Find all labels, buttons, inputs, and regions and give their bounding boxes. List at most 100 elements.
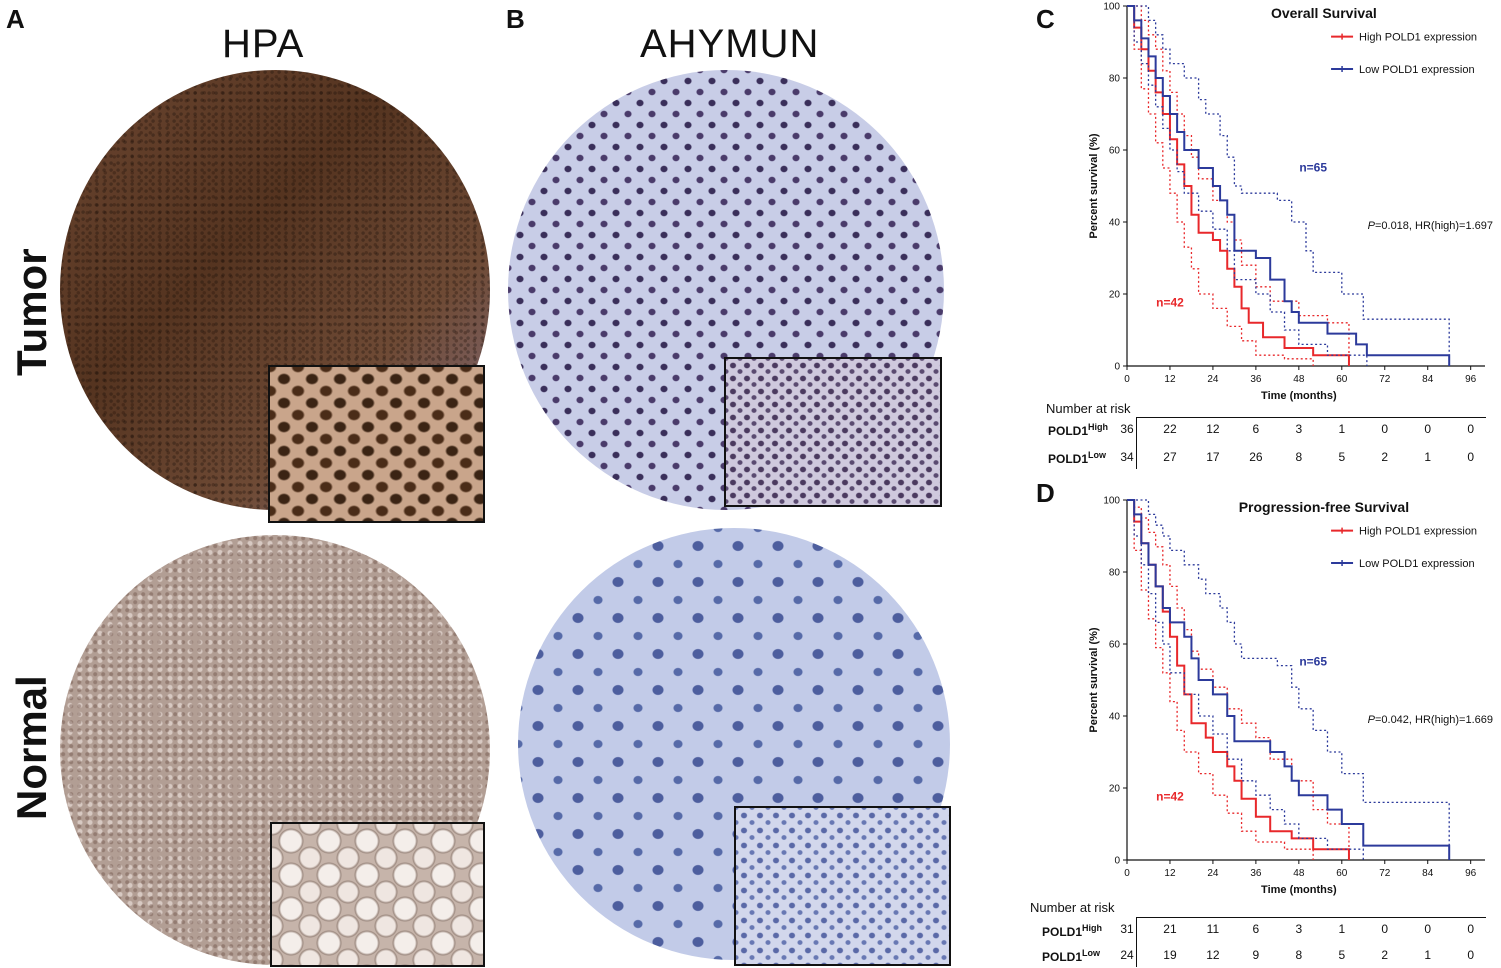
- x-tick-label: 72: [1379, 374, 1391, 385]
- ahymun-normal-inset-image: [734, 806, 951, 966]
- x-axis-title: Time (months): [1261, 390, 1337, 402]
- y-axis-title: Percent survival (%): [1088, 627, 1100, 732]
- confidence-band: [1127, 5, 1368, 366]
- risk-cell: 12: [1206, 422, 1220, 436]
- legend-label-low: Low POLD1 expression: [1359, 558, 1475, 570]
- confidence-band: [1127, 499, 1364, 860]
- risk-cell: 26: [1249, 450, 1263, 464]
- progression-free-survival-chart: 0 20 40 60 80 100 0 12 24 36 48 60 72 84 96 Time (month…: [1088, 496, 1493, 897]
- risk-cell: 22: [1163, 422, 1177, 436]
- risk-table-vline: [1136, 417, 1137, 469]
- risk-cell: 5: [1338, 450, 1346, 464]
- risk-cell: 6: [1252, 422, 1260, 436]
- risk-cell: 5: [1338, 948, 1346, 962]
- risk-cell: 0: [1381, 922, 1389, 936]
- confidence-band: [1127, 5, 1350, 366]
- survival-curve: [1127, 499, 1451, 860]
- stat-annotation: P=0.018, HR(high)=1.697: [1368, 220, 1493, 232]
- risk-table-overall: Number at risk POLD1High POLD1Low 36 22 12…: [1040, 400, 1501, 470]
- risk-cell: 0: [1424, 922, 1432, 936]
- row-label-normal: Normal: [8, 675, 55, 820]
- x-tick-label: 48: [1293, 868, 1305, 879]
- y-tick-label: 40: [1109, 712, 1121, 723]
- risk-cell: 1: [1338, 922, 1346, 936]
- risk-cell: 0: [1424, 422, 1432, 436]
- risk-cell: 2: [1381, 450, 1389, 464]
- n-low-annotation: n=65: [1299, 161, 1327, 175]
- panel-letter-c: C: [1036, 4, 1055, 34]
- overall-survival-chart: 0 20 40 60 80 100 0 12 24 36 48 60 72 84 96 Time (month…: [1088, 2, 1493, 403]
- n-high-annotation: n=42: [1156, 296, 1184, 310]
- row-label-tumor: Tumor: [8, 248, 55, 376]
- risk-table-title: Number at risk: [1046, 401, 1131, 416]
- risk-row-label-low: POLD1Low: [1042, 948, 1101, 964]
- risk-cell: 17: [1206, 450, 1220, 464]
- stat-p-label: P: [1368, 714, 1376, 726]
- x-tick-label: 72: [1379, 868, 1391, 879]
- risk-cell: 34: [1120, 450, 1134, 464]
- legend-label-low: Low POLD1 expression: [1359, 64, 1475, 76]
- chart-title: Progression-free Survival: [1239, 499, 1409, 515]
- y-tick-label: 60: [1109, 640, 1121, 651]
- risk-cell: 0: [1467, 922, 1475, 936]
- risk-table-progression: Number at risk POLD1High POLD1Low 31 21 11…: [1024, 897, 1501, 968]
- y-tick-label: 80: [1109, 568, 1121, 579]
- risk-cell: 12: [1206, 948, 1220, 962]
- y-tick-label: 80: [1109, 74, 1121, 85]
- confidence-band: [1127, 499, 1450, 860]
- column-title-ahymun: AHYMUN: [640, 22, 820, 66]
- risk-cell: 6: [1252, 922, 1260, 936]
- y-tick-label: 100: [1103, 2, 1120, 13]
- x-tick-label: 96: [1465, 374, 1477, 385]
- risk-cell: 36: [1120, 422, 1134, 436]
- x-tick-label: 12: [1164, 374, 1176, 385]
- risk-table-hline: [1136, 917, 1486, 918]
- panel-letter-a: A: [6, 4, 25, 34]
- stat-values: =0.042, HR(high)=1.669: [1375, 714, 1493, 726]
- hpa-normal-inset-image: [270, 822, 485, 967]
- risk-cell: 8: [1295, 948, 1303, 962]
- risk-cell: 3: [1295, 422, 1303, 436]
- x-tick-label: 60: [1336, 868, 1348, 879]
- x-tick-label: 24: [1207, 374, 1219, 385]
- survival-curve: [1127, 5, 1350, 366]
- y-tick-label: 20: [1109, 290, 1121, 301]
- stat-p-label: P: [1368, 220, 1376, 232]
- column-title-hpa: HPA: [222, 22, 305, 66]
- risk-cell: 21: [1163, 922, 1177, 936]
- risk-cell: 27: [1163, 450, 1177, 464]
- chart-title: Overall Survival: [1271, 5, 1377, 21]
- risk-cell: 1: [1424, 450, 1432, 464]
- risk-cell: 11: [1206, 922, 1220, 936]
- ahymun-tumor-inset-image: [724, 357, 942, 507]
- risk-cell: 0: [1381, 422, 1389, 436]
- confidence-band: [1127, 5, 1450, 366]
- x-tick-label: 84: [1422, 868, 1434, 879]
- panel-letter-d: D: [1036, 478, 1055, 508]
- hpa-tumor-inset-image: [268, 365, 485, 523]
- x-tick-label: 12: [1164, 868, 1176, 879]
- risk-table-vline: [1136, 917, 1137, 967]
- y-tick-label: 40: [1109, 218, 1121, 229]
- risk-cell: 2: [1381, 948, 1389, 962]
- y-tick-label: 100: [1103, 496, 1120, 507]
- x-tick-label: 84: [1422, 374, 1434, 385]
- x-axis-title: Time (months): [1261, 884, 1337, 896]
- confidence-band: [1127, 5, 1314, 366]
- y-tick-label: 0: [1114, 362, 1120, 373]
- survival-curve: [1127, 499, 1350, 860]
- panel-letter-b: B: [506, 4, 525, 34]
- legend-label-high: High POLD1 expression: [1359, 32, 1477, 44]
- risk-table-title: Number at risk: [1030, 900, 1115, 915]
- risk-cell: 1: [1338, 422, 1346, 436]
- x-tick-label: 36: [1250, 374, 1262, 385]
- x-tick-label: 0: [1124, 374, 1130, 385]
- risk-cell: 9: [1252, 948, 1260, 962]
- survival-curve: [1127, 5, 1451, 366]
- y-axis-title: Percent survival (%): [1088, 133, 1100, 238]
- risk-row-label-high: POLD1High: [1048, 422, 1109, 438]
- stat-annotation: P=0.042, HR(high)=1.669: [1368, 714, 1493, 726]
- risk-cell: 3: [1295, 922, 1303, 936]
- risk-cell: 31: [1120, 922, 1134, 936]
- risk-row-label-low: POLD1Low: [1048, 450, 1107, 466]
